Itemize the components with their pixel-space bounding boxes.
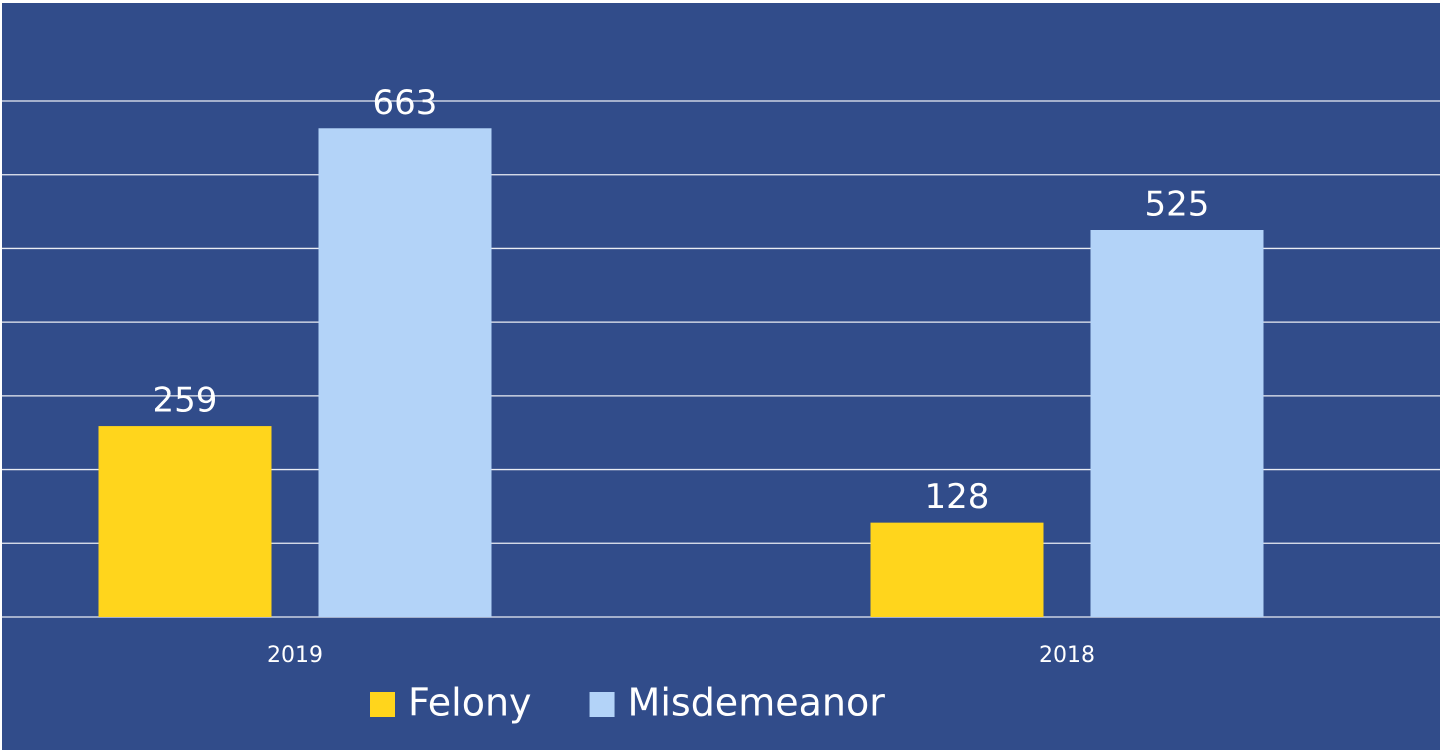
- legend-swatch: [370, 692, 395, 717]
- legend-label: Misdemeanor: [628, 681, 886, 725]
- legend-label: Felony: [408, 681, 532, 725]
- data-label: 128: [925, 477, 990, 517]
- bar: [98, 426, 272, 617]
- x-tick-label: 2018: [1039, 643, 1095, 668]
- bar: [1090, 230, 1264, 617]
- bar: [318, 128, 492, 617]
- bar: [870, 522, 1044, 617]
- x-tick-label: 2019: [267, 643, 323, 668]
- data-label: 525: [1145, 185, 1210, 225]
- data-label: 663: [373, 83, 438, 123]
- legend-swatch: [589, 692, 615, 717]
- data-label: 259: [153, 381, 218, 421]
